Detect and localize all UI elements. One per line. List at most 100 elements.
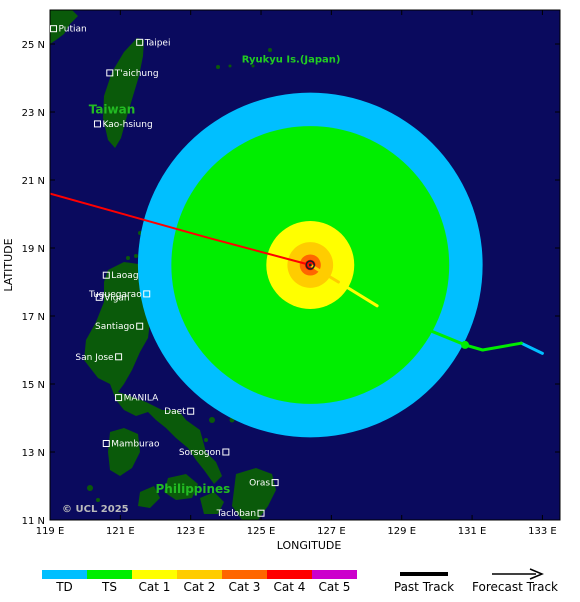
city-label: Laoag (111, 271, 138, 281)
forecast-track-segment (50, 192, 209, 239)
track-position-marker (461, 340, 470, 349)
city-label: Tacloban (216, 509, 256, 519)
city-marker-icon (50, 25, 58, 33)
city-label: Mamburao (111, 440, 160, 450)
past-track-segment (481, 341, 523, 352)
city-marker-icon (136, 322, 144, 330)
x-tick-label: 129 E (387, 526, 416, 537)
y-tick-label: 15 N (22, 380, 45, 391)
city-label: MANILA (124, 394, 160, 404)
legend-swatch-cat4 (267, 570, 312, 579)
samar-island (232, 468, 276, 520)
past-track-segment (417, 324, 467, 347)
city-marker-icon (115, 394, 123, 402)
babuyan-islet (126, 256, 130, 260)
region-label-ryukyu: Ryukyu Is.(Japan) (242, 55, 341, 66)
legend-swatch-cat2 (177, 570, 222, 579)
city-marker-icon (222, 448, 230, 456)
ryukyu-islet (228, 64, 232, 68)
forecast-track-segment (208, 236, 311, 266)
legend-swatch-cat5 (312, 570, 357, 579)
city-label: Oras (249, 479, 270, 489)
small-islet (204, 438, 208, 442)
city-label: Vigan (104, 293, 129, 303)
storm-center-marker (305, 260, 316, 270)
y-tick-label: 17 N (22, 312, 45, 323)
x-tick-label: 127 E (317, 526, 346, 537)
past-track-segment (336, 280, 379, 308)
city-label: Sorsogon (179, 448, 221, 458)
legend-label-td: TD (55, 580, 73, 594)
y-tick-label: 11 N (22, 516, 45, 527)
past-track-segment (308, 263, 340, 284)
x-tick-label: 119 E (36, 526, 65, 537)
past-track-label: Past Track (394, 580, 454, 594)
legend-swatch-ts (87, 570, 132, 579)
y-tick-label: 21 N (22, 176, 45, 187)
x-axis: 119 E 121 E 123 E 125 E 127 E 129 E 131 E 133 E (36, 10, 557, 537)
y-axis-title: LATITUDE (2, 238, 15, 291)
x-tick-label: 121 E (106, 526, 135, 537)
legend-label-cat5: Cat 5 (319, 580, 351, 594)
x-axis-title: LONGITUDE (277, 539, 342, 552)
legend-label-ts: TS (101, 580, 117, 594)
past-track-segment (519, 341, 544, 355)
x-tick-label: 131 E (458, 526, 487, 537)
small-islet (209, 417, 215, 423)
visayas-islands (164, 474, 198, 500)
region-label-taiwan: Taiwan (89, 103, 136, 117)
city-label: Kao-hsiung (102, 120, 152, 130)
babuyan-islet (134, 254, 138, 258)
storm-center-dot (308, 263, 312, 267)
luzon-island (84, 262, 222, 484)
legend-swatch-cat3 (222, 570, 267, 579)
city-marker-icon (271, 479, 279, 487)
legend-swatch-td (42, 570, 87, 579)
x-tick-label: 123 E (176, 526, 205, 537)
city-marker-icon (187, 407, 195, 415)
track-legend: Past Track Forecast Track (394, 568, 558, 594)
past-track-segment (375, 304, 421, 328)
city-label: San Jose (75, 353, 114, 363)
y-tick-label: 25 N (22, 40, 45, 51)
intensity-legend: TD TS Cat 1 Cat 2 Cat 3 Cat 4 Cat 5 (42, 570, 357, 594)
legend-swatch-cat1 (132, 570, 177, 579)
small-islet (87, 485, 93, 491)
city-marker-icon (136, 38, 144, 46)
city-label: Santiago (95, 322, 135, 332)
x-tick-label: 133 E (528, 526, 557, 537)
china-coast (50, 10, 78, 44)
taiwan-island (103, 38, 144, 148)
y-axis: 11 N 13 N 15 N 17 N 19 N 21 N 23 N 25 N (22, 40, 560, 527)
city-label: Taipei (144, 38, 171, 48)
legend-label-cat4: Cat 4 (274, 580, 306, 594)
legend-label-cat3: Cat 3 (229, 580, 261, 594)
x-tick-label: 125 E (247, 526, 276, 537)
y-tick-label: 23 N (22, 108, 45, 119)
city-label: Tuguegarao (88, 290, 142, 300)
city-marker-icon (102, 440, 110, 447)
y-tick-label: 19 N (22, 244, 45, 255)
legend-label-cat2: Cat 2 (184, 580, 216, 594)
ryukyu-islet (251, 64, 255, 68)
city-marker-icon (102, 271, 110, 279)
city-label: T'aichung (114, 69, 159, 79)
city-marker-icon (143, 290, 151, 298)
storm-tracks (50, 192, 544, 355)
y-tick-label: 13 N (22, 448, 45, 459)
visayas-islands (200, 492, 224, 514)
city-labels: Putian Taipei T'aichung Kao-hsiung Laoag Tugu… (50, 25, 279, 519)
city-marker-icon (106, 69, 114, 77)
city-marker-icon (95, 293, 103, 301)
ryukyu-islet (216, 65, 220, 69)
region-label-philippines: Philippines (156, 482, 231, 496)
visayas-islands (138, 486, 160, 508)
city-marker-icon (93, 120, 101, 128)
land-masses (50, 10, 276, 520)
legend-label-cat1: Cat 1 (139, 580, 171, 594)
forecast-arrow-icon (529, 568, 544, 580)
ryukyu-islet (268, 48, 272, 52)
small-islet (96, 498, 100, 502)
forecast-track-label: Forecast Track (472, 580, 558, 594)
